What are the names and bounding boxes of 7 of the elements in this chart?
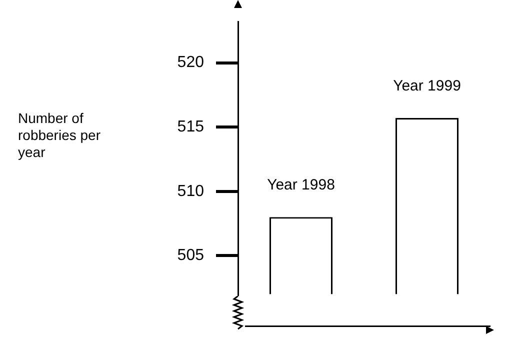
x-tick-label: Year 1998 — [267, 176, 335, 194]
y-tick-label: 520 — [177, 54, 204, 72]
y-tick-label: 515 — [177, 118, 204, 136]
x-tick-label: Year 1999 — [393, 78, 461, 95]
y-tick-label: 510 — [177, 182, 204, 200]
y-tick-label: 505 — [177, 247, 204, 264]
text: Number of robberies per year — [18, 110, 102, 161]
